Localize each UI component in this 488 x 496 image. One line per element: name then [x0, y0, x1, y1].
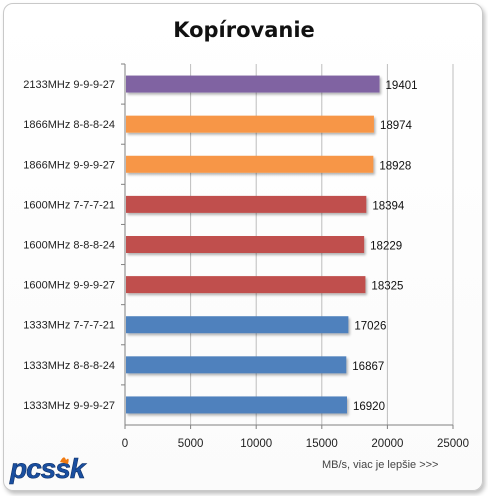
bar: [126, 396, 347, 414]
value-label: 18928: [379, 160, 411, 172]
x-tick-label: 20000: [371, 438, 403, 450]
value-label: 16920: [353, 401, 385, 413]
bar: [126, 236, 365, 253]
value-label: 18325: [371, 281, 403, 293]
category-label: 1866MHz 8-8-8-24: [23, 119, 115, 131]
value-label: 18229: [370, 241, 402, 253]
bar: [126, 195, 367, 213]
category-label: 1333MHz 8-8-8-24: [23, 360, 115, 372]
bar: [126, 276, 366, 294]
bar: [126, 115, 374, 133]
x-tick-label: 10000: [240, 438, 272, 450]
value-label: 19401: [386, 80, 418, 92]
category-label: 1866MHz 9-9-9-27: [23, 159, 115, 171]
value-label: 17026: [354, 321, 386, 333]
category-label: 1600MHz 9-9-9-27: [23, 280, 115, 292]
pcssk-logo: pcssk: [9, 453, 88, 485]
chart-title: Kopírovanie: [173, 18, 315, 42]
axes: 0 5000 10000 15000 20000 25000: [121, 63, 469, 450]
x-tick-label: 15000: [306, 438, 338, 450]
x-axis-label: MB/s, viac je lepšie >>>: [322, 459, 439, 471]
bar: [126, 155, 374, 173]
x-tick-label: 0: [122, 438, 128, 450]
value-label: 18394: [372, 200, 405, 212]
svg-text:pcssk: pcssk: [9, 453, 87, 484]
bar: [126, 316, 349, 334]
bar: [126, 356, 347, 374]
category-label: 2133MHz 9-9-9-27: [23, 79, 115, 91]
x-tick-label: 25000: [437, 438, 469, 450]
category-label: 1333MHz 9-9-9-27: [23, 400, 115, 412]
x-tick-label: 5000: [178, 438, 204, 450]
category-label: 1600MHz 7-7-7-21: [23, 199, 115, 211]
category-label: 1333MHz 7-7-7-21: [23, 320, 115, 332]
bar: [126, 75, 380, 93]
value-label: 18974: [380, 120, 413, 132]
labels: 2133MHz 9-9-9-27 19401 1866MHz 8-8-8-24 189…: [23, 79, 417, 413]
category-label: 1600MHz 8-8-8-24: [23, 240, 115, 252]
bars: [126, 75, 380, 414]
value-label: 16867: [352, 361, 384, 373]
